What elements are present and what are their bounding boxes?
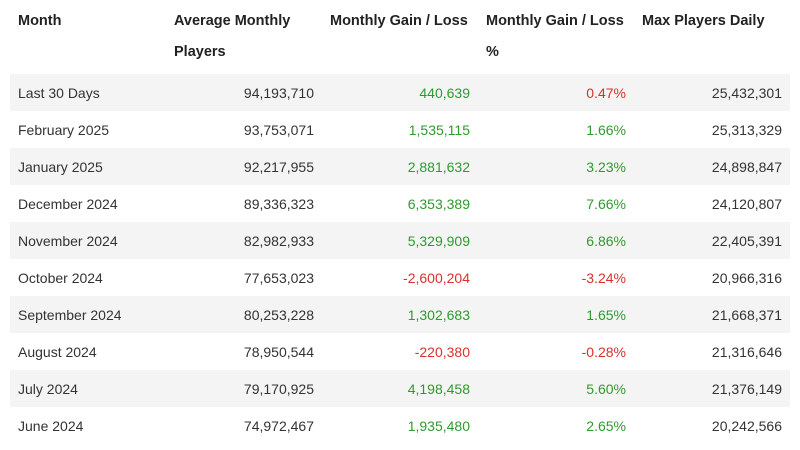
cell-average-players: 80,253,228 — [166, 296, 322, 333]
cell-average-players: 92,217,955 — [166, 148, 322, 185]
table-row: August 2024 78,950,544 -220,380 -0.28% 2… — [10, 333, 790, 370]
cell-average-players: 77,653,023 — [243, 269, 314, 286]
table-row: October 2024 77,653,023 -2,600,204 -3.24… — [10, 259, 790, 296]
cell-gain-loss: -220,380 — [414, 343, 470, 360]
cell-gain-loss: 1,302,683 — [322, 296, 478, 333]
table-row: September 2024 80,253,228 1,302,683 1.65… — [10, 296, 790, 333]
cell-max-players: 20,242,566 — [711, 417, 782, 434]
cell-month: December 2024 — [18, 195, 118, 212]
cell-max-players: 21,376,149 — [634, 370, 790, 407]
cell-month: Last 30 Days — [10, 74, 166, 111]
cell-month: October 2024 — [18, 269, 103, 286]
table-row: January 2025 92,217,955 2,881,632 3.23% … — [10, 148, 790, 185]
player-stats-table: Month Average Monthly Players Monthly Ga… — [10, 6, 790, 444]
cell-gain-loss: 2,881,632 — [322, 148, 478, 185]
table-body: Last 30 Days 94,193,710 440,639 0.47% 25… — [10, 74, 790, 444]
header-monthly-gain-loss-percent: Monthly Gain / Loss % — [486, 13, 624, 60]
cell-gain-loss-percent: 3.23% — [478, 148, 634, 185]
table-row: February 2025 93,753,071 1,535,115 1.66%… — [10, 111, 790, 148]
table-row: June 2024 74,972,467 1,935,480 2.65% 20,… — [10, 407, 790, 444]
cell-month: June 2024 — [18, 417, 84, 434]
cell-max-players: 25,313,329 — [711, 121, 782, 138]
cell-gain-loss: 6,353,389 — [407, 195, 470, 212]
cell-gain-loss: 5,329,909 — [322, 222, 478, 259]
cell-month: February 2025 — [18, 121, 110, 138]
cell-month: September 2024 — [10, 296, 166, 333]
table-row: December 2024 89,336,323 6,353,389 7.66%… — [10, 185, 790, 222]
cell-max-players: 21,316,646 — [711, 343, 782, 360]
table-row: November 2024 82,982,933 5,329,909 6.86%… — [10, 222, 790, 259]
header-monthly-gain-loss: Monthly Gain / Loss — [330, 13, 468, 29]
cell-gain-loss: -2,600,204 — [403, 269, 470, 286]
cell-gain-loss-percent: -0.28% — [581, 343, 626, 360]
cell-month: July 2024 — [10, 370, 166, 407]
header-average-monthly-players: Average Monthly Players — [174, 13, 291, 60]
cell-max-players: 24,120,807 — [711, 195, 782, 212]
cell-gain-loss-percent: 7.66% — [586, 195, 626, 212]
cell-average-players: 79,170,925 — [166, 370, 322, 407]
cell-gain-loss: 1,535,115 — [408, 121, 470, 138]
cell-average-players: 82,982,933 — [166, 222, 322, 259]
cell-max-players: 24,898,847 — [634, 148, 790, 185]
cell-max-players: 22,405,391 — [634, 222, 790, 259]
table-row: July 2024 79,170,925 4,198,458 5.60% 21,… — [10, 370, 790, 407]
cell-max-players: 21,668,371 — [634, 296, 790, 333]
cell-month: November 2024 — [10, 222, 166, 259]
cell-gain-loss-percent: 1.65% — [478, 296, 634, 333]
cell-average-players: 94,193,710 — [166, 74, 322, 111]
cell-gain-loss: 1,935,480 — [407, 417, 470, 434]
cell-max-players: 25,432,301 — [634, 74, 790, 111]
cell-average-players: 74,972,467 — [243, 417, 314, 434]
cell-gain-loss-percent: 0.47% — [478, 74, 634, 111]
cell-gain-loss-percent: -3.24% — [581, 269, 626, 286]
cell-gain-loss: 440,639 — [322, 74, 478, 111]
cell-average-players: 78,950,544 — [243, 343, 314, 360]
cell-gain-loss-percent: 2.65% — [586, 417, 626, 434]
table-row: Last 30 Days 94,193,710 440,639 0.47% 25… — [10, 74, 790, 111]
cell-average-players: 89,336,323 — [243, 195, 314, 212]
header-row: Month Average Monthly Players Monthly Ga… — [10, 6, 790, 74]
cell-gain-loss-percent: 5.60% — [478, 370, 634, 407]
table-header: Month Average Monthly Players Monthly Ga… — [10, 6, 790, 74]
header-month: Month — [18, 13, 62, 29]
cell-gain-loss-percent: 1.66% — [586, 121, 626, 138]
cell-month: August 2024 — [18, 343, 97, 360]
cell-max-players: 20,966,316 — [711, 269, 782, 286]
cell-average-players: 93,753,071 — [243, 121, 314, 138]
cell-gain-loss: 4,198,458 — [322, 370, 478, 407]
cell-month: January 2025 — [10, 148, 166, 185]
cell-gain-loss-percent: 6.86% — [478, 222, 634, 259]
header-max-players-daily: Max Players Daily — [642, 13, 765, 29]
